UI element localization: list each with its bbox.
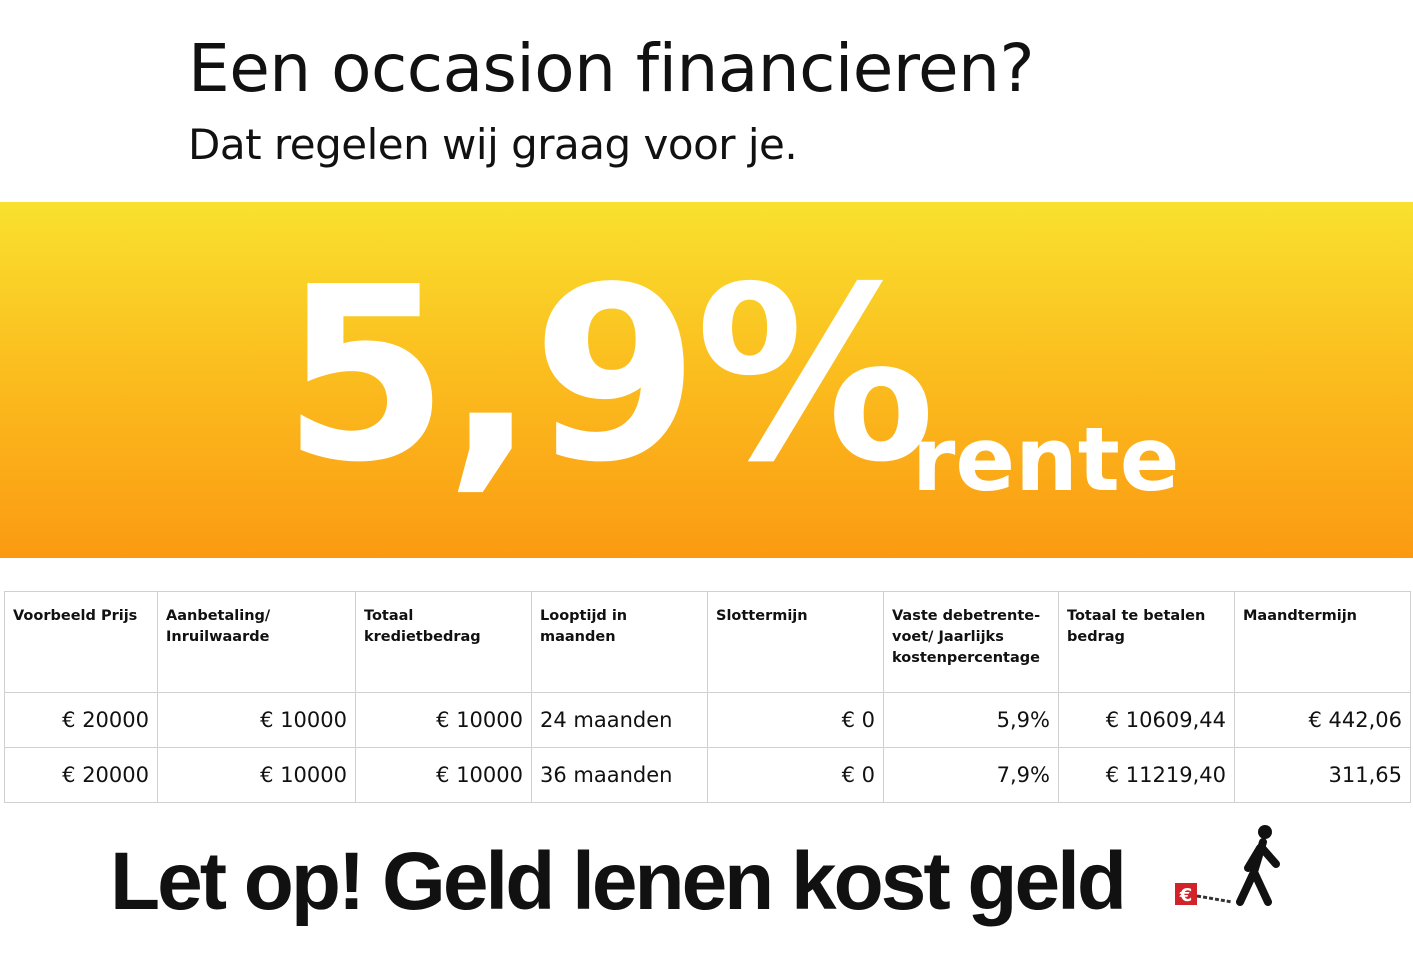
table-cell: € 20000 <box>4 747 158 803</box>
credit-warning: Let op! Geld lenen kost geld <box>110 836 1127 927</box>
table-cell: 36 maanden <box>531 747 708 803</box>
header-cell: Slottermijn <box>707 591 884 693</box>
header-cell: Looptijd in maanden <box>531 591 708 693</box>
table-cell: € 0 <box>707 692 884 748</box>
table-cell: 311,65 <box>1234 747 1411 803</box>
header-cell: Totaal kredietbedrag <box>355 591 532 693</box>
table-cell: € 442,06 <box>1234 692 1411 748</box>
svg-text:€: € <box>1179 885 1193 906</box>
table-cell: € 10609,44 <box>1058 692 1235 748</box>
table-cell: 5,9% <box>883 692 1059 748</box>
header-cell: Voorbeeld Prijs <box>4 591 158 693</box>
table-cell: € 20000 <box>4 692 158 748</box>
table-row: € 20000 € 10000 € 10000 36 maanden € 0 7… <box>4 747 1411 803</box>
header-cell: Maandtermijn <box>1234 591 1411 693</box>
promo-rate: 5,9% <box>282 235 936 515</box>
table-row: € 20000 € 10000 € 10000 24 maanden € 0 5… <box>4 692 1411 748</box>
table-header-row: Voorbeeld Prijs Aanbetaling/ Inruilwaard… <box>4 591 1411 693</box>
table-cell: 24 maanden <box>531 692 708 748</box>
page-title: Een occasion financieren? <box>188 30 1034 107</box>
page-subtitle: Dat regelen wij graag voor je. <box>188 120 798 169</box>
table-cell: € 10000 <box>157 692 356 748</box>
header-cell: Totaal te betalen bedrag <box>1058 591 1235 693</box>
euro-ball-and-chain-walking-person-icon: € <box>1175 825 1280 906</box>
promo-banner <box>0 202 1413 558</box>
table-cell: € 10000 <box>355 692 532 748</box>
financing-table: Voorbeeld Prijs Aanbetaling/ Inruilwaard… <box>4 591 1411 803</box>
header-cell: Aanbetaling/ Inruilwaarde <box>157 591 356 693</box>
table-cell: € 11219,40 <box>1058 747 1235 803</box>
header-cell: Vaste debetrente-voet/ Jaarlijks kostenp… <box>883 591 1059 693</box>
table-cell: € 10000 <box>355 747 532 803</box>
table-cell: 7,9% <box>883 747 1059 803</box>
promo-rate-suffix: rente <box>912 408 1180 511</box>
table-cell: € 10000 <box>157 747 356 803</box>
table-cell: € 0 <box>707 747 884 803</box>
